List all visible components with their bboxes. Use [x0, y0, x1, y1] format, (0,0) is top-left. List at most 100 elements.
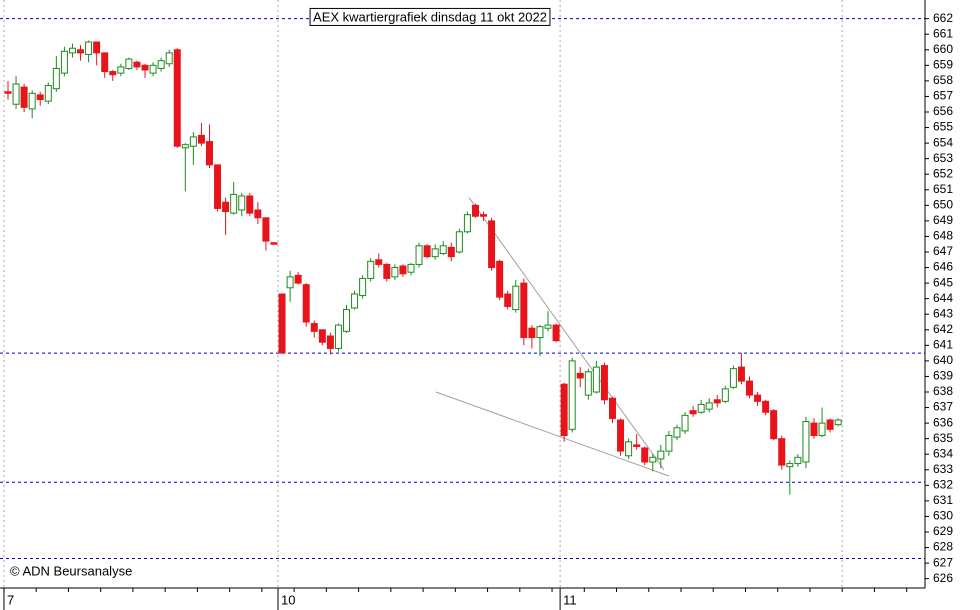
y-tick-label: 644	[933, 291, 953, 305]
y-tick-label: 650	[933, 198, 953, 212]
y-tick-label: 633	[933, 462, 953, 476]
candle-body	[117, 66, 125, 74]
candle-body	[262, 217, 270, 242]
y-tick-label: 629	[933, 524, 953, 538]
candle-body	[286, 276, 294, 289]
y-tick-label: 661	[933, 26, 953, 40]
candle-body	[504, 293, 512, 307]
candle-body	[68, 47, 76, 54]
y-tick-label: 638	[933, 384, 953, 398]
candle-body	[810, 422, 818, 437]
y-tick-label: 655	[933, 120, 953, 134]
y-tick-label: 636	[933, 415, 953, 429]
candle-body	[423, 245, 431, 258]
candle-body	[746, 380, 754, 396]
candle-body	[205, 141, 213, 166]
candle-body	[197, 134, 205, 144]
candle-body	[818, 422, 826, 437]
candle-body	[657, 450, 665, 460]
candle-body	[697, 403, 705, 413]
candle-body	[326, 335, 334, 349]
candle-body	[391, 267, 399, 278]
candle-body	[834, 419, 842, 426]
candle-body	[528, 327, 536, 339]
trend-line	[468, 197, 665, 471]
candle-body	[238, 195, 246, 211]
candle-body	[375, 259, 383, 265]
y-tick-label: 634	[933, 446, 953, 460]
y-tick-label: 648	[933, 229, 953, 243]
y-tick-label: 637	[933, 400, 953, 414]
candle-body	[60, 50, 68, 74]
candle-body	[431, 248, 439, 258]
title-box	[309, 7, 551, 26]
candle-body	[230, 193, 238, 214]
candle-body	[681, 414, 689, 432]
y-tick-label: 632	[933, 478, 953, 492]
candle-body	[28, 92, 36, 110]
candle-body	[673, 427, 681, 438]
candle-body	[52, 67, 60, 90]
candle-body	[600, 365, 608, 401]
candle-body	[310, 323, 318, 332]
y-tick-label: 647	[933, 244, 953, 258]
candle-body	[617, 419, 625, 452]
candle-body	[157, 60, 165, 69]
y-tick-label: 639	[933, 369, 953, 383]
x-tick-label: 11	[563, 592, 577, 607]
candle-body	[407, 263, 415, 273]
candle-body	[641, 447, 649, 463]
candle-body	[496, 260, 504, 298]
candle-body	[689, 410, 697, 415]
candle-body	[584, 371, 592, 396]
candle-body	[737, 366, 745, 382]
candle-body	[770, 410, 778, 440]
y-tick-label: 630	[933, 509, 953, 523]
candle-body	[512, 285, 520, 311]
candle-body	[794, 456, 802, 465]
candle-body	[222, 201, 230, 213]
candle-body	[802, 421, 810, 463]
candle-body	[181, 144, 189, 149]
x-tick-label: 7	[7, 592, 14, 607]
y-tick-label: 646	[933, 260, 953, 274]
candle-body	[343, 309, 351, 332]
candle-body	[649, 456, 657, 463]
candle-body	[4, 91, 12, 94]
y-tick-label: 651	[933, 182, 953, 196]
y-tick-label: 653	[933, 151, 953, 165]
candle-body	[520, 282, 528, 339]
candle-body	[133, 61, 141, 68]
candle-body	[592, 366, 600, 393]
candle-body	[705, 402, 713, 410]
candle-body	[351, 293, 359, 309]
candle-body	[576, 372, 584, 379]
candle-body	[141, 64, 149, 71]
candle-body	[713, 399, 721, 404]
candle-body	[109, 71, 117, 76]
y-tick-label: 662	[933, 11, 953, 25]
candle-body	[665, 435, 673, 452]
candle-body	[552, 324, 560, 342]
candle-body	[334, 324, 342, 349]
y-tick-label: 626	[933, 571, 953, 585]
candle-body	[173, 49, 181, 147]
candle-body	[36, 94, 44, 101]
candle-body	[12, 83, 20, 105]
candle-body	[399, 265, 407, 275]
candle-body	[302, 284, 310, 323]
candle-body	[439, 245, 447, 255]
y-tick-label: 631	[933, 493, 953, 507]
candle-body	[44, 85, 52, 102]
y-tick-label: 627	[933, 555, 953, 569]
candle-body	[270, 242, 278, 245]
candle-body	[93, 41, 101, 54]
candle-body	[778, 438, 786, 466]
candle-body	[471, 204, 479, 217]
candle-body	[754, 394, 762, 402]
candle-body	[294, 274, 302, 284]
candle-body	[318, 329, 326, 343]
candle-body	[544, 324, 552, 329]
candle-body	[455, 231, 463, 253]
